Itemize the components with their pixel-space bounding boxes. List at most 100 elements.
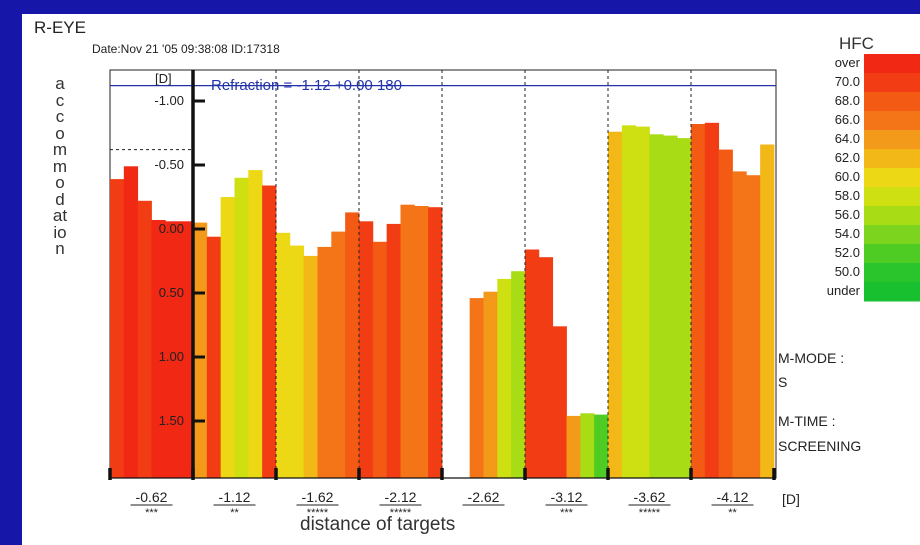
y-tick-label-0: -1.00	[154, 93, 184, 108]
legend-label-4: 64.0	[834, 131, 860, 146]
chart-panel: R-EYE Date:Nov 21 '05 09:38:08 ID:17318 …	[22, 14, 920, 545]
legend-swatch-9	[864, 225, 920, 245]
bar-1-3	[234, 177, 249, 479]
bar-7-0	[691, 124, 706, 478]
bar-1-5	[262, 185, 277, 478]
bar-3-3	[400, 204, 415, 478]
bar-4-4	[497, 278, 512, 478]
y-tick-label-1: -0.50	[154, 157, 184, 172]
bar-6-2	[635, 126, 650, 478]
bar-5-2	[552, 326, 567, 478]
legend-swatch-8	[864, 206, 920, 226]
y-tick-label-2: 0.00	[159, 221, 184, 236]
legend-swatch-12	[864, 282, 920, 302]
y-tick-label-3: 0.50	[159, 285, 184, 300]
target-stars-2: *****	[307, 507, 329, 519]
x-tick-label-4: -2.62	[468, 489, 500, 505]
legend-label-2: 68.0	[834, 93, 860, 108]
y-tick-label-5: 1.50	[159, 413, 184, 428]
bar-4-2	[469, 298, 484, 478]
bar-7-3	[732, 171, 747, 478]
bar-3-5	[428, 207, 443, 478]
bar-6-5	[677, 138, 692, 478]
x-tick-label-0: -0.62	[136, 489, 168, 505]
bar-2-0	[276, 232, 291, 478]
target-stars-3: *****	[390, 507, 412, 519]
legend-label-6: 60.0	[834, 169, 860, 184]
bar-2-1	[289, 245, 305, 478]
legend-title: HFC	[839, 34, 874, 53]
bar-3-0	[359, 221, 374, 479]
legend-label-12: under	[826, 283, 860, 298]
bar-2-2	[303, 255, 318, 478]
bar-5-1	[538, 257, 554, 478]
target-stars-0: ***	[145, 507, 159, 519]
x-tick-label-2: -1.62	[302, 489, 334, 505]
bar-0-1	[123, 166, 139, 479]
bar-4-3	[483, 291, 498, 478]
bar-5-5	[594, 414, 609, 478]
x-unit-label: [D]	[782, 491, 800, 507]
bar-0-3	[151, 220, 166, 478]
bar-3-1	[372, 241, 388, 478]
x-tick-label-3: -2.12	[385, 489, 417, 505]
legend-label-1: 70.0	[834, 74, 860, 89]
legend-label-11: 50.0	[834, 264, 860, 279]
bar-0-2	[137, 200, 152, 479]
legend-swatch-6	[864, 168, 920, 188]
bar-7-4	[746, 175, 761, 478]
legend-swatch-10	[864, 244, 920, 264]
x-tick-label-1: -1.12	[219, 489, 251, 505]
bar-6-4	[663, 135, 678, 478]
y-axis-label: accommodation	[52, 74, 68, 258]
bar-6-3	[649, 134, 664, 479]
m-time-label: M-TIME :	[778, 413, 836, 429]
refraction-title: Refraction = -1.12 +0.00 180	[211, 77, 402, 94]
target-stars-7: **	[728, 507, 737, 519]
legend-label-5: 62.0	[834, 150, 860, 165]
bar-2-5	[345, 212, 360, 478]
bar-0-4	[165, 221, 180, 479]
bar-3-4	[414, 206, 429, 478]
bar-7-2	[718, 149, 733, 478]
bar-1-0	[193, 222, 208, 478]
accommodation-chart: -1.00 -0.50 0.00 0.50 1.00 1.50 [D] Refraction …	[108, 54, 920, 519]
legend-swatch-3	[864, 111, 920, 131]
legend-swatch-0	[864, 54, 920, 74]
m-mode-label: M-MODE :	[778, 350, 845, 366]
eye-title: R-EYE	[34, 18, 86, 37]
legend-label-3: 66.0	[834, 112, 860, 127]
bar-1-2	[220, 197, 235, 478]
bar-6-1	[621, 125, 637, 479]
legend-label-7: 58.0	[834, 188, 860, 203]
bar-3-2	[386, 223, 401, 478]
x-tick-label-5: -3.12	[551, 489, 583, 505]
bar-1-1	[206, 236, 222, 478]
x-tick-label-7: -4.12	[717, 489, 749, 505]
legend-swatch-4	[864, 130, 920, 150]
bar-0-0	[110, 179, 125, 478]
target-stars-5: ***	[560, 507, 574, 519]
bar-4-5	[511, 271, 526, 478]
target-stars-6: *****	[639, 507, 661, 519]
legend-swatch-11	[864, 263, 920, 283]
bar-5-4	[580, 413, 595, 478]
legend-label-9: 54.0	[834, 226, 860, 241]
bar-0-5	[179, 221, 194, 479]
m-mode-value: S	[778, 374, 788, 390]
legend-swatch-7	[864, 187, 920, 207]
legend-label-0: over	[834, 55, 860, 70]
legend-label-8: 56.0	[834, 207, 860, 222]
bar-5-3	[566, 415, 581, 478]
legend-swatch-2	[864, 92, 920, 112]
legend-swatch-1	[864, 73, 920, 93]
bar-2-4	[331, 231, 346, 478]
legend-label-10: 52.0	[834, 245, 860, 260]
x-tick-label-6: -3.62	[634, 489, 666, 505]
y-tick-label-4: 1.00	[159, 349, 184, 364]
legend-swatch-5	[864, 149, 920, 169]
date-id-line: Date:Nov 21 '05 09:38:08 ID:17318	[92, 42, 280, 56]
bar-6-0	[608, 131, 623, 478]
m-time-value: SCREENING	[778, 438, 862, 454]
bar-5-0	[525, 249, 540, 478]
